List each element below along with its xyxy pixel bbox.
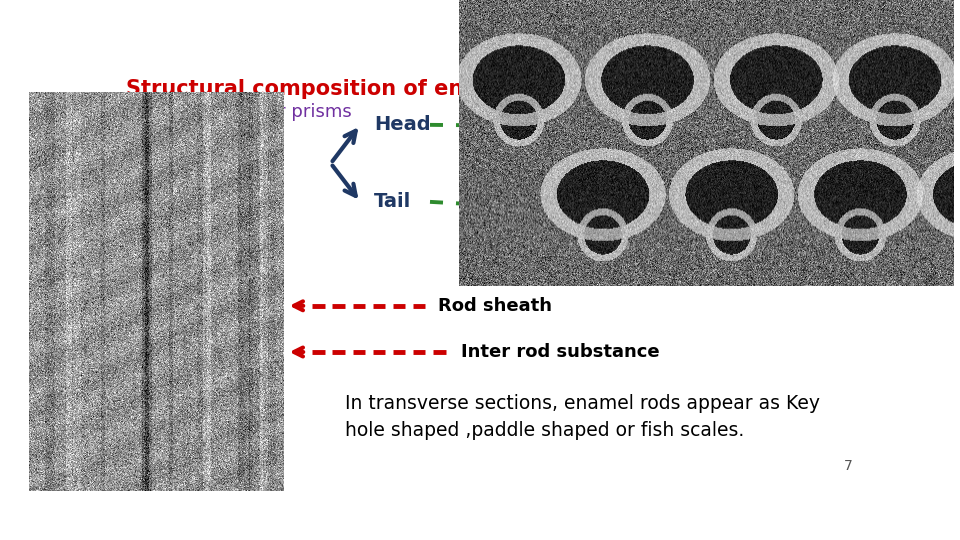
Text: Head: Head [374,116,431,134]
Text: Structural composition of enamel: Structural composition of enamel [126,79,520,99]
Text: Tail: Tail [374,192,412,211]
Text: 7: 7 [844,459,852,473]
Text: Millions of rods or prisms: Millions of rods or prisms [126,103,352,122]
Text: hole shaped ,paddle shaped or fish scales.: hole shaped ,paddle shaped or fish scale… [345,421,744,440]
Text: In transverse sections, enamel rods appear as Key: In transverse sections, enamel rods appe… [345,394,820,413]
Text: Inter rod substance: Inter rod substance [461,343,660,361]
Text: Rod sheath: Rod sheath [438,297,552,315]
